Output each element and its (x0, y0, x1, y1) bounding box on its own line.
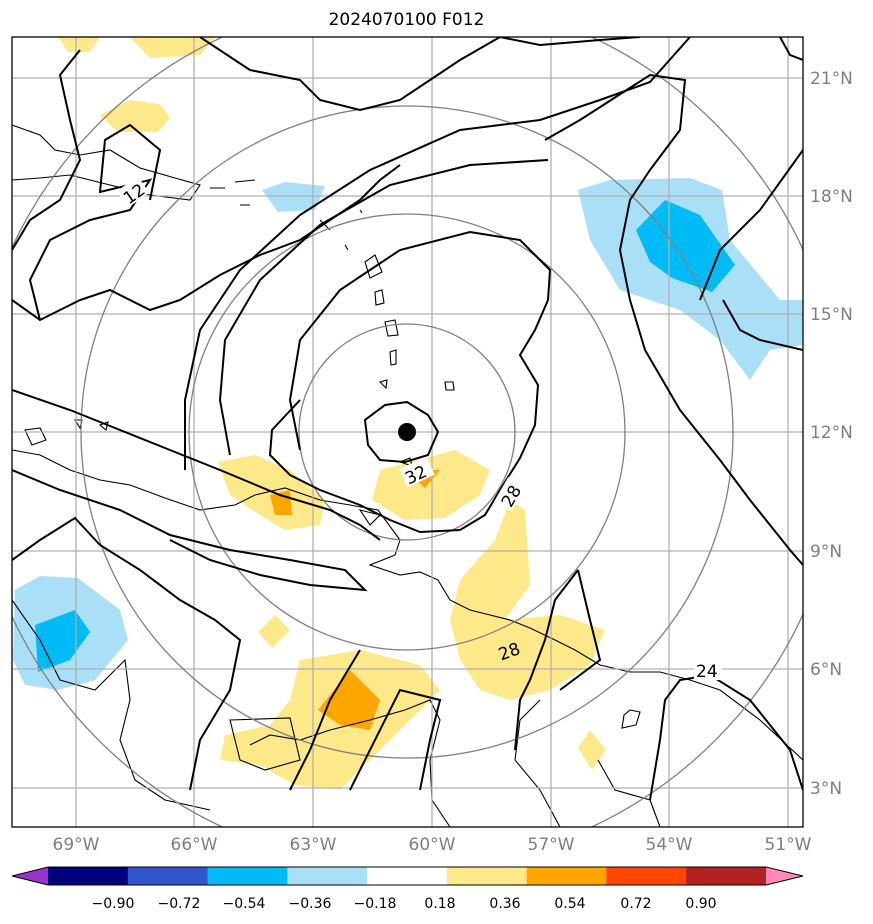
lat-label: 15°N (810, 305, 853, 325)
lat-label: 3°N (810, 779, 842, 799)
colorbar-ticks: −0.90 −0.72 −0.54 −0.36 −0.18 0.18 0.36 … (92, 896, 717, 912)
shading-positive (58, 37, 606, 790)
colorbar-tick-label: −0.90 (92, 896, 135, 912)
lon-label: 66°W (171, 835, 218, 855)
colorbar-outline (11, 866, 804, 886)
colorbar (11, 866, 804, 886)
colorbar-tick-label: −0.72 (158, 896, 201, 912)
map-frame (11, 36, 804, 828)
colorbar-tick-label: 0.36 (489, 896, 520, 912)
lon-label: 54°W (646, 835, 693, 855)
colorbar-tick-label: 0.90 (685, 896, 716, 912)
colorbar-segment (446, 867, 528, 885)
colorbar-tick-label: −0.18 (354, 896, 397, 912)
lat-label: 9°N (810, 542, 842, 562)
colorbar-segment (287, 867, 368, 885)
lat-label: 6°N (810, 660, 842, 680)
shading-negative (13, 178, 803, 690)
colorbar-extend-low (12, 867, 48, 885)
colorbar-segment (606, 867, 687, 885)
lon-label: 69°W (53, 835, 100, 855)
latitude-labels: 21°N 18°N 15°N 12°N 9°N 6°N 3°N (810, 69, 853, 799)
lat-label: 18°N (810, 187, 853, 207)
colorbar-segment (686, 867, 767, 885)
lon-label: 60°W (409, 835, 456, 855)
longitude-labels: 69°W 66°W 63°W 60°W 57°W 54°W 51°W (53, 835, 812, 855)
colorbar-tick-label: −0.36 (289, 896, 332, 912)
lon-label: 57°W (528, 835, 575, 855)
lon-label: 63°W (290, 835, 337, 855)
colorbar-segment (367, 867, 448, 885)
colorbar-segment (526, 867, 607, 885)
contour-label: 12 (120, 180, 149, 209)
lat-label: 12°N (810, 423, 853, 443)
colorbar-tick-label: 0.72 (620, 896, 651, 912)
colorbar-segment (48, 867, 129, 885)
colorbar-segment (207, 867, 288, 885)
height-contours (12, 37, 803, 801)
lat-label: 21°N (810, 69, 853, 89)
coastlines (12, 124, 803, 827)
storm-center-marker (398, 423, 416, 441)
map-area: 12 32 28 28 24 (12, 37, 803, 827)
colorbar-segment (127, 867, 209, 885)
contour-label: 24 (696, 662, 718, 682)
map-title: 2024070100 F012 (328, 10, 485, 30)
colorbar-tick-label: −0.54 (223, 896, 266, 912)
colorbar-tick-label: 0.18 (424, 896, 455, 912)
lon-label: 51°W (765, 835, 812, 855)
range-rings (12, 37, 803, 827)
colorbar-tick-label: 0.54 (554, 896, 585, 912)
colorbar-extend-high (766, 867, 803, 885)
